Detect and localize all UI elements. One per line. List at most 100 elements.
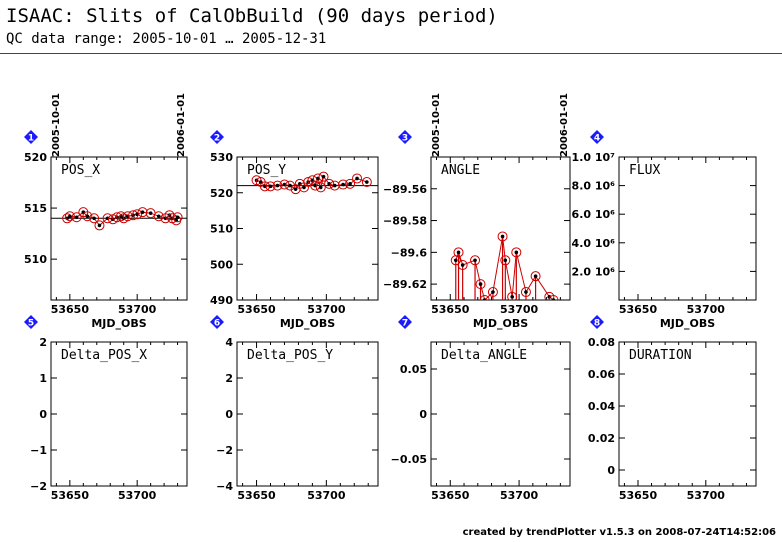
plot-frame [430, 341, 571, 487]
data-point [511, 247, 522, 258]
data-point-core [478, 282, 483, 286]
y-tick-label: 4.0 10⁶ [572, 237, 616, 250]
y-tick-label: 1.0 10⁷ [572, 151, 616, 164]
panel-label: DURATION [629, 348, 692, 363]
panel-badge-icon [24, 130, 38, 144]
title-divider [0, 53, 782, 54]
qc-data-range: QC data range: 2005-10-01 … 2005-12-31 [6, 31, 327, 47]
data-point [352, 173, 363, 184]
panel-label: ANGLE [441, 163, 480, 178]
data-point-core [85, 214, 90, 219]
panel-badge-number: 2 [214, 134, 220, 144]
panel-badge-icon [590, 130, 604, 144]
data-point-core [456, 250, 461, 255]
data-point [324, 178, 335, 189]
plot-frame [50, 156, 188, 301]
data-point-core [321, 174, 326, 179]
y-tick-label: 515 [24, 202, 47, 215]
data-point [164, 210, 175, 221]
y-tick-label: 0 [607, 464, 615, 477]
y-tick-label: 520 [210, 187, 233, 200]
data-point [272, 180, 283, 191]
data-layer [450, 231, 559, 300]
data-point-core [74, 215, 79, 220]
data-point [172, 212, 183, 223]
data-point-core [68, 214, 72, 219]
y-tick-label: −89.6 [391, 246, 428, 259]
data-point [62, 213, 73, 224]
data-point-core [163, 216, 168, 221]
data-point-core [348, 182, 352, 186]
panel-badge-icon [210, 130, 224, 144]
panel-label: POS_X [61, 163, 100, 178]
x-tick-label: 53700 [500, 489, 539, 502]
data-point [470, 255, 481, 266]
x-axis-label: MJD_OBS [91, 317, 146, 330]
data-point [457, 260, 468, 271]
x-axis-label: MJD_OBS [280, 317, 335, 330]
data-point-core [500, 234, 505, 239]
data-point [507, 291, 518, 300]
x-tick-label: 53700 [307, 489, 346, 502]
y-tick-label: 0.08 [588, 336, 615, 349]
data-point-core [97, 223, 102, 228]
data-point [361, 177, 372, 188]
x-tick-label: 53650 [619, 303, 658, 316]
data-point [487, 287, 498, 298]
data-point-core [318, 185, 323, 190]
y-tick-label: 0 [39, 408, 47, 421]
panel-badge-icon [590, 315, 604, 329]
panel-badge-number: 5 [28, 319, 34, 329]
plot-frame [430, 156, 571, 301]
y-tick-label: 0 [419, 408, 427, 421]
x-tick-label: 53650 [619, 489, 658, 502]
data-point-core [551, 298, 556, 300]
data-point [345, 178, 356, 189]
y-tick-label: −2 [30, 480, 47, 493]
top-date-label: 2006-01-01 [559, 93, 570, 157]
data-point [307, 175, 318, 186]
data-point-core [503, 258, 508, 263]
panel-label: Delta_POS_Y [247, 348, 333, 363]
x-tick-label: 53700 [687, 303, 726, 316]
data-point-core [460, 263, 465, 267]
data-point-core [175, 215, 180, 220]
y-tick-label: −0.05 [391, 453, 427, 466]
data-point [318, 171, 329, 182]
data-point-core [302, 185, 306, 190]
y-tick-label: 500 [210, 258, 233, 271]
y-tick-label: 510 [210, 223, 233, 236]
data-point [116, 211, 127, 222]
data-point-core [547, 295, 552, 299]
data-point-core [275, 183, 280, 188]
y-tick-label: 8.0 10⁶ [572, 180, 616, 193]
panel-badge-icon [398, 130, 412, 144]
data-point [475, 279, 486, 290]
data-point-core [156, 214, 161, 219]
y-tick-label: 2.0 10⁶ [572, 265, 616, 278]
data-point-core [288, 183, 292, 188]
data-point [137, 207, 148, 218]
data-point-core [148, 211, 153, 215]
panel-label: Delta_POS_X [61, 348, 147, 363]
y-tick-label: 2 [225, 372, 233, 385]
panel-badge-number: 6 [214, 319, 220, 329]
y-tick-label: −1 [30, 444, 47, 457]
data-point [315, 182, 326, 193]
data-point-core [140, 210, 145, 214]
data-point-core [491, 290, 495, 294]
data-point-core [482, 298, 487, 300]
y-tick-label: 0.05 [400, 363, 427, 376]
data-point-core [332, 183, 337, 188]
data-layer [51, 207, 187, 231]
plot-frame [236, 341, 379, 487]
panel-badge-number: 8 [594, 319, 600, 329]
panel-badge-number: 3 [402, 134, 408, 144]
data-point [89, 213, 100, 224]
data-point [94, 220, 105, 231]
data-point [310, 180, 321, 191]
data-point-core [533, 274, 538, 278]
y-tick-label: 1 [39, 372, 47, 385]
data-point [453, 247, 464, 258]
data-point [329, 180, 340, 191]
